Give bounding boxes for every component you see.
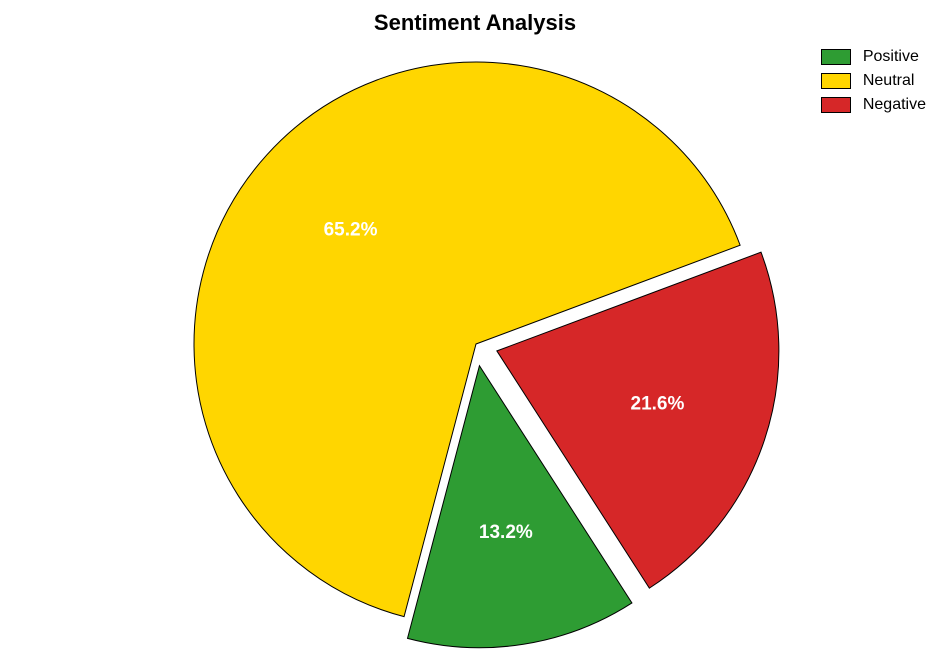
legend-item-negative: Negative [821,96,926,114]
legend-swatch [821,97,851,113]
legend-label: Positive [863,48,919,66]
slice-label-positive: 13.2% [479,522,533,543]
legend-swatch [821,49,851,65]
sentiment-pie-chart: Sentiment Analysis 65.2%13.2%21.6% Posit… [0,0,950,662]
legend: Positive Neutral Negative [821,48,926,120]
legend-label: Negative [863,96,926,114]
legend-item-positive: Positive [821,48,926,66]
legend-swatch [821,73,851,89]
legend-label: Neutral [863,72,915,90]
slice-label-negative: 21.6% [631,393,685,414]
legend-item-neutral: Neutral [821,72,926,90]
pie-svg: 65.2% 13.2% 21.6% [0,0,950,662]
slice-label-neutral: 65.2% [324,219,378,240]
